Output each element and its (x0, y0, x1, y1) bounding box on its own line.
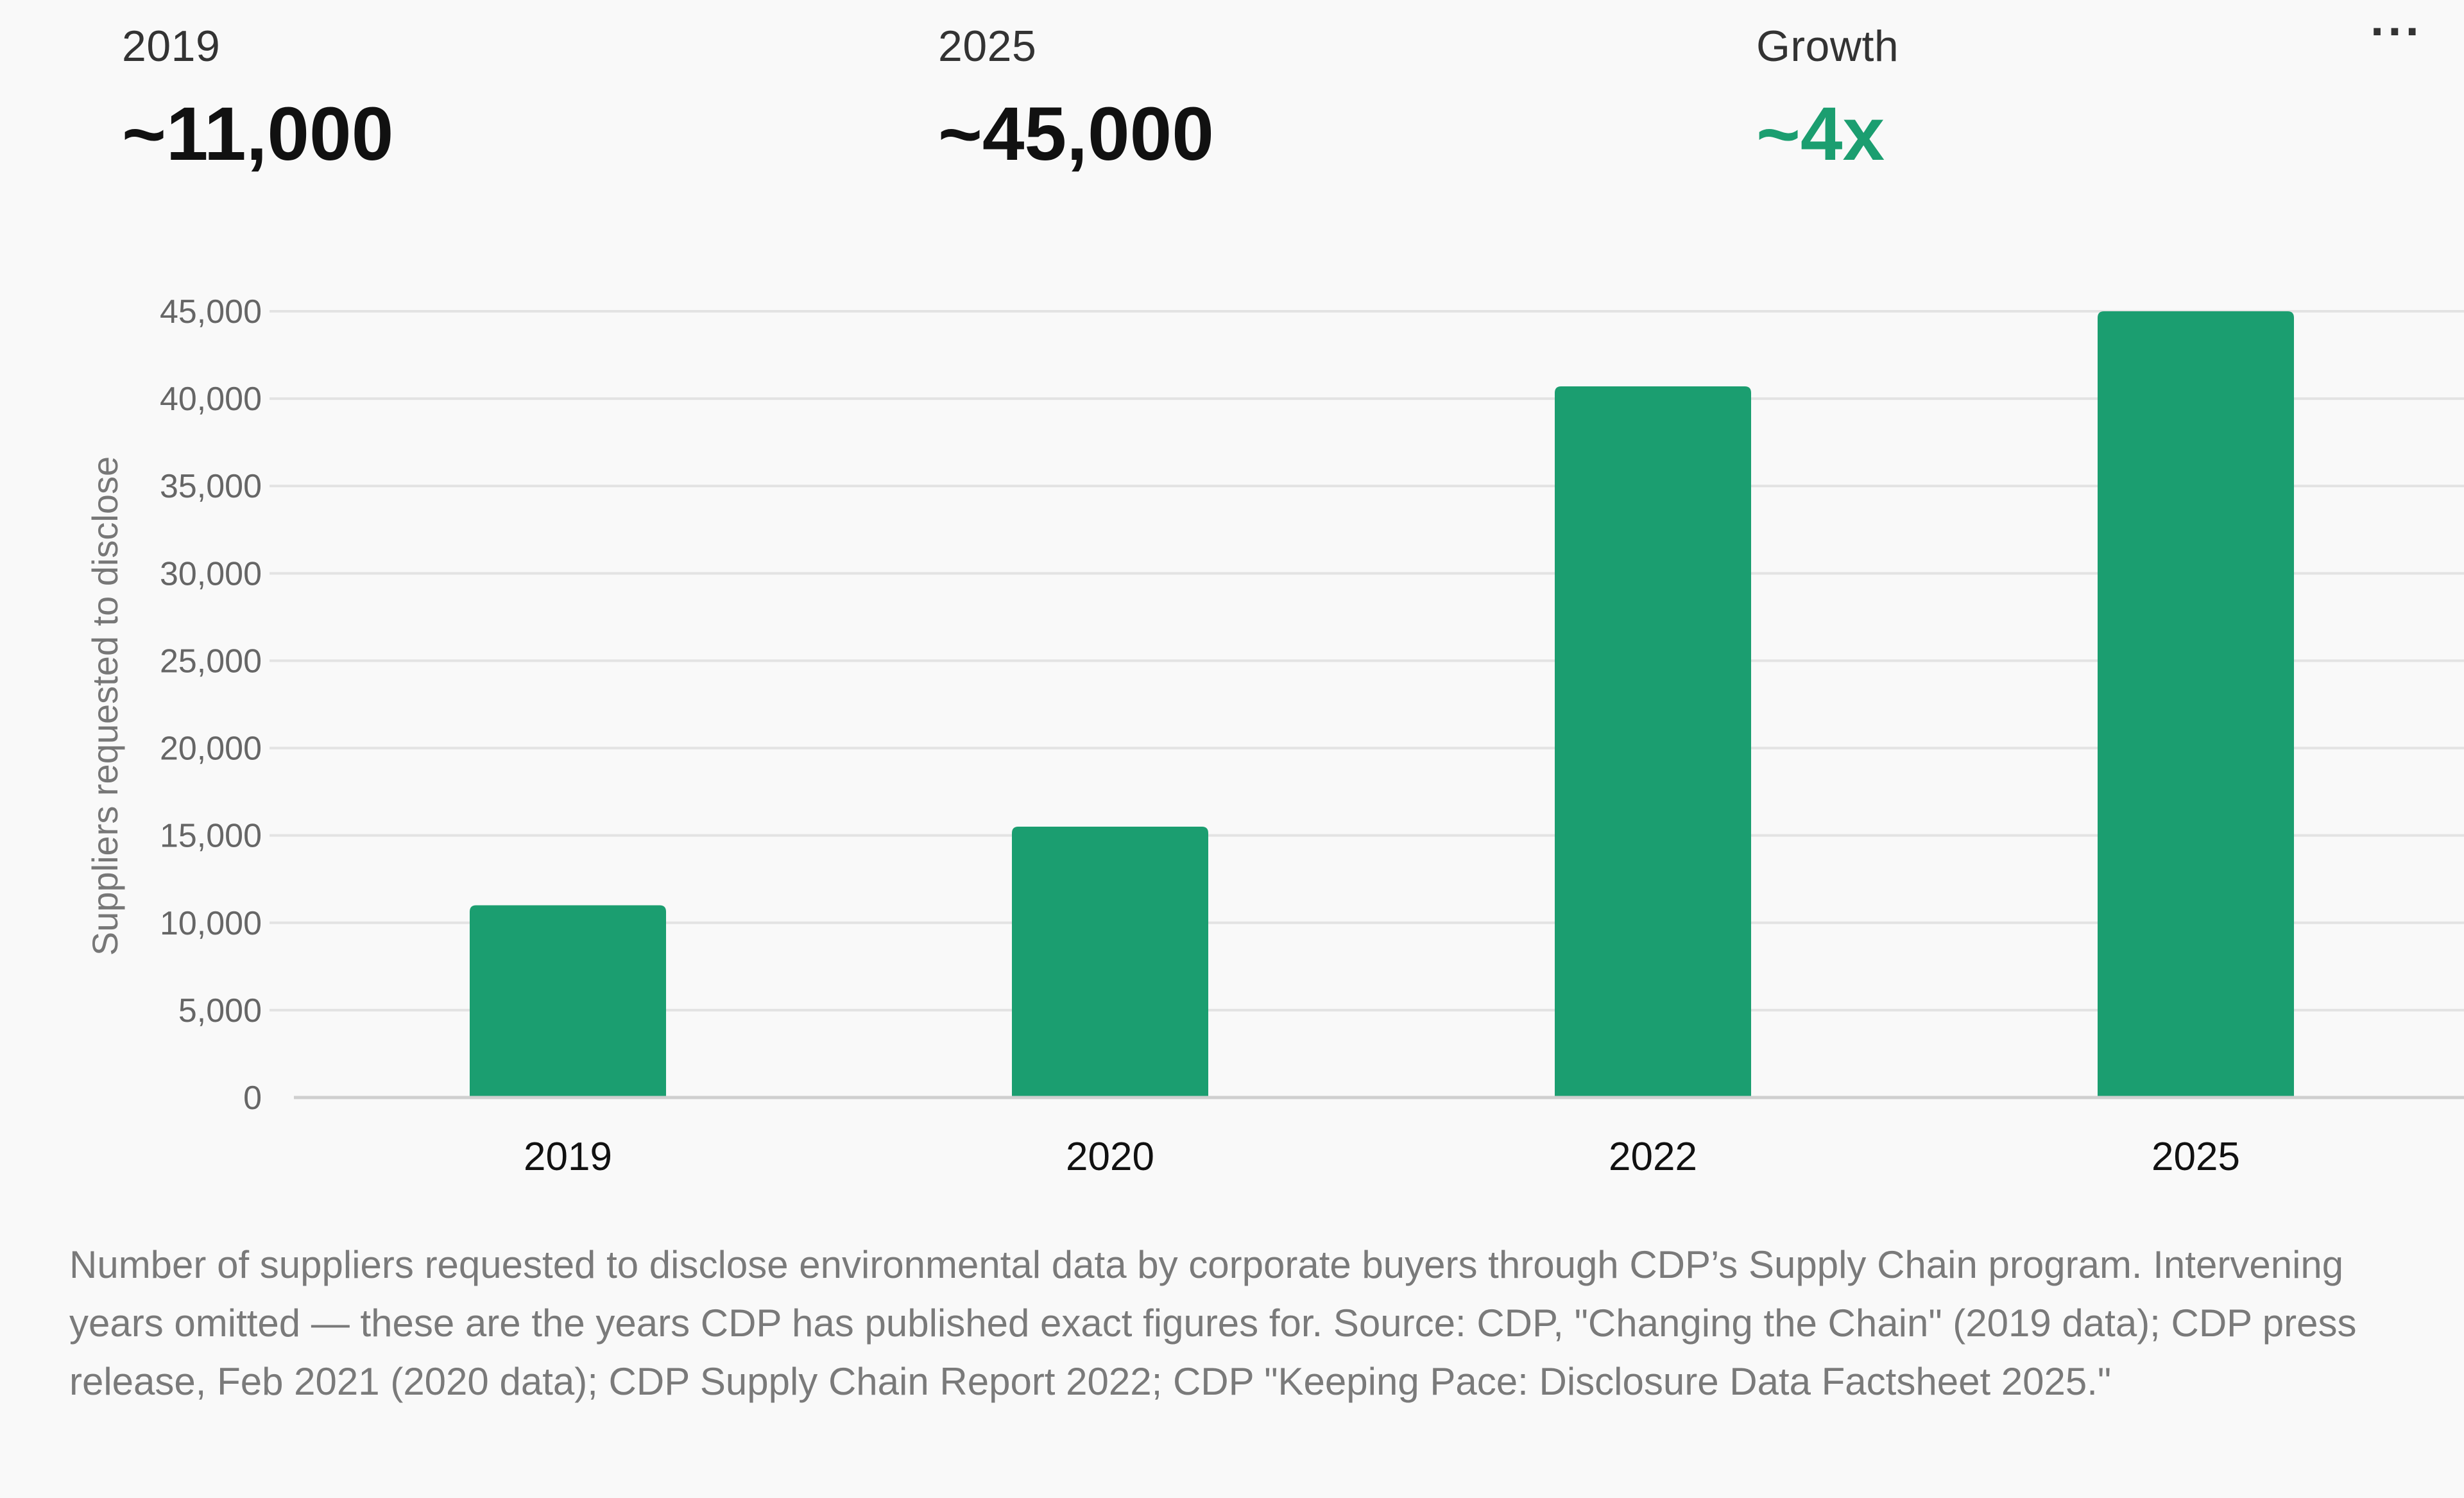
more-icon: ··· (2370, 4, 2423, 59)
stat-2019: 2019 ~11,000 (122, 24, 393, 172)
y-tick-label: 30,000 (160, 555, 262, 592)
y-tick-label: 25,000 (160, 642, 262, 680)
bars (470, 311, 2294, 1098)
stat-2025: 2025 ~45,000 (938, 24, 1214, 172)
y-tick-label: 35,000 (160, 468, 262, 505)
y-tick-label: 20,000 (160, 730, 262, 768)
stat-value: ~11,000 (122, 92, 394, 176)
y-axis-label: Suppliers requested to disclose (85, 456, 125, 956)
x-axis-ticks: 2019 2020 2022 2025 (524, 1135, 2240, 1179)
chart-caption: Number of suppliers requested to disclos… (69, 1243, 2357, 1403)
stat-value: ~45,000 (938, 92, 1214, 176)
stat-label: Growth (1756, 22, 1899, 71)
y-tick-label: 0 (243, 1080, 262, 1117)
more-options-button[interactable]: ··· (2368, 8, 2426, 64)
stat-label: 2019 (122, 22, 221, 71)
bar-chart: 0 5,000 10,000 15,000 20,000 25,000 30,000 35,0… (85, 293, 2464, 1179)
x-tick-label: 2020 (1066, 1135, 1154, 1179)
bar-2025 (2098, 311, 2294, 1098)
x-tick-label: 2019 (524, 1135, 612, 1179)
x-tick-label: 2025 (2152, 1135, 2240, 1179)
bar-2019 (470, 905, 666, 1098)
y-axis-ticks: 0 5,000 10,000 15,000 20,000 25,000 30,000 35,0… (160, 293, 262, 1117)
y-tick-label: 5,000 (178, 992, 262, 1029)
y-tick-label: 45,000 (160, 293, 262, 331)
bar-2020 (1012, 827, 1208, 1098)
stat-label: 2025 (938, 22, 1037, 71)
stat-growth: Growth ~4x (1756, 24, 1899, 172)
bar-2022 (1555, 386, 1751, 1098)
y-tick-label: 40,000 (160, 381, 262, 418)
y-tick-label: 15,000 (160, 818, 262, 855)
y-tick-label: 10,000 (160, 905, 262, 942)
stat-value: ~4x (1756, 92, 1885, 176)
x-tick-label: 2022 (1609, 1135, 1697, 1179)
